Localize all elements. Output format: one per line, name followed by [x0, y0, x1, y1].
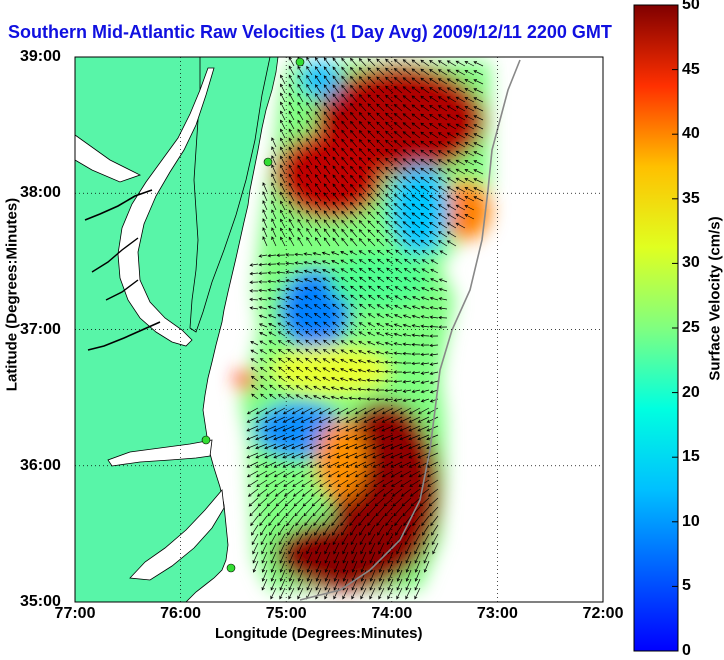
- lon-tick-label: 72:00: [582, 605, 624, 622]
- velocity-region-south-yellow: [270, 345, 390, 395]
- lon-tick-label: 73:00: [476, 605, 518, 622]
- colorbar-tick-label: 45: [682, 60, 700, 78]
- velocity-region-north-offshore-west: [275, 130, 385, 220]
- x-axis-label: Longitude (Degrees:Minutes): [215, 625, 423, 642]
- colorbar-tick-label: 10: [682, 512, 700, 530]
- axes-frame: [74, 56, 604, 603]
- lon-tick-label: 76:00: [160, 605, 202, 622]
- colorbar-label: Surface Velocity (cm/s): [706, 216, 724, 381]
- station-markers: [201, 57, 305, 573]
- velocity-vectors: [246, 57, 484, 600]
- colorbar-tick-label: 30: [682, 254, 700, 272]
- colorbar-tick-label: 0: [682, 642, 691, 659]
- shelf-contour: [299, 59, 521, 601]
- lon-tick-label: 74:00: [371, 605, 413, 622]
- y-axis-label: Latitude (Degrees:Minutes): [3, 197, 21, 392]
- velocity-region-north-nearshore: [300, 62, 340, 98]
- delaware-bay: [75, 134, 142, 183]
- york-river: [105, 279, 139, 301]
- graticule: [75, 57, 603, 602]
- chesapeake-bay: [117, 67, 215, 347]
- lat-tick-label: 35:00: [20, 593, 61, 610]
- map-title: Southern Mid-Atlantic Raw Velocities (1 …: [8, 22, 612, 42]
- colorbar-ticks: [672, 4, 678, 652]
- colorbar-tick-label: 5: [682, 577, 691, 595]
- colorbar-tick-label: 25: [682, 319, 700, 336]
- lon-tick-label: 75:00: [265, 605, 307, 622]
- peninsula: [189, 57, 271, 333]
- james-river: [87, 321, 161, 351]
- station-marker: [263, 157, 273, 167]
- lat-tick-label: 37:00: [20, 320, 61, 338]
- colorbar-tick-label: 15: [682, 448, 700, 466]
- colorbar: [633, 4, 679, 652]
- rappahannock-river: [91, 237, 139, 273]
- colorbar-tick-label: 40: [682, 125, 700, 143]
- station-marker: [201, 435, 211, 445]
- lon-tick-label: 77:00: [54, 605, 96, 622]
- velocity-region-south-orange: [315, 420, 365, 500]
- lat-tick-label: 38:00: [20, 184, 61, 202]
- velocity-region-central-green: [330, 250, 430, 310]
- colorbar-tick-label: 50: [682, 0, 700, 13]
- velocity-region-coast-red: [235, 370, 255, 390]
- station-marker: [226, 563, 236, 573]
- pamlico-sound: [129, 489, 225, 581]
- lat-tick-label: 36:00: [20, 456, 61, 474]
- colorbar-tick-label: 35: [682, 189, 700, 207]
- lat-tick-label: 39:00: [20, 48, 61, 65]
- station-marker: [295, 57, 305, 67]
- colorbar-tick-label: 20: [682, 383, 700, 401]
- velocity-arrow-set: [246, 57, 484, 600]
- potomac-river: [84, 189, 153, 221]
